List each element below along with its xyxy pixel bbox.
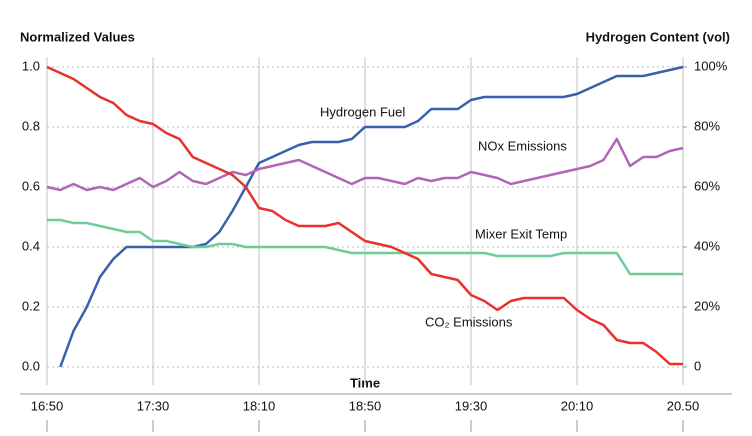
series-line — [46, 137, 684, 192]
y2-tick-label: 100% — [694, 58, 728, 73]
y2-tick-label: 80% — [694, 118, 720, 133]
series-line — [47, 218, 683, 276]
series-label: Mixer Exit Temp — [475, 226, 567, 241]
series-label: Hydrogen Fuel — [320, 104, 405, 119]
series-line — [46, 65, 683, 366]
y2-tick-label: 20% — [694, 298, 720, 313]
x-tick-label: 18:50 — [349, 398, 382, 413]
x-tick-label: 16:50 — [31, 398, 64, 413]
y-tick-label: 0.8 — [22, 118, 40, 133]
y-tick-label: 0.2 — [22, 298, 40, 313]
y2-tick-label: 60% — [694, 178, 720, 193]
series-line — [59, 65, 684, 368]
x-tick-label: 20:10 — [561, 398, 594, 413]
series-label: CO₂ Emissions — [425, 314, 513, 329]
y2-tick-label: 40% — [694, 238, 720, 253]
x-tick-label: 19:30 — [455, 398, 488, 413]
y-axis-title: Normalized Values — [20, 29, 135, 44]
y2-tick-label: 0 — [694, 358, 701, 373]
y-tick-label: 1.0 — [22, 58, 40, 73]
y-tick-label: 0.4 — [22, 238, 40, 253]
series-label: NOx Emissions — [478, 138, 567, 153]
x-tick-label: 20.50 — [667, 398, 700, 413]
y-tick-label: 0.0 — [22, 358, 40, 373]
y2-axis-title: Hydrogen Content (vol) — [586, 29, 730, 44]
y-tick-label: 0.6 — [22, 178, 40, 193]
x-tick-label: 17:30 — [137, 398, 170, 413]
x-tick-label: 18:10 — [243, 398, 276, 413]
